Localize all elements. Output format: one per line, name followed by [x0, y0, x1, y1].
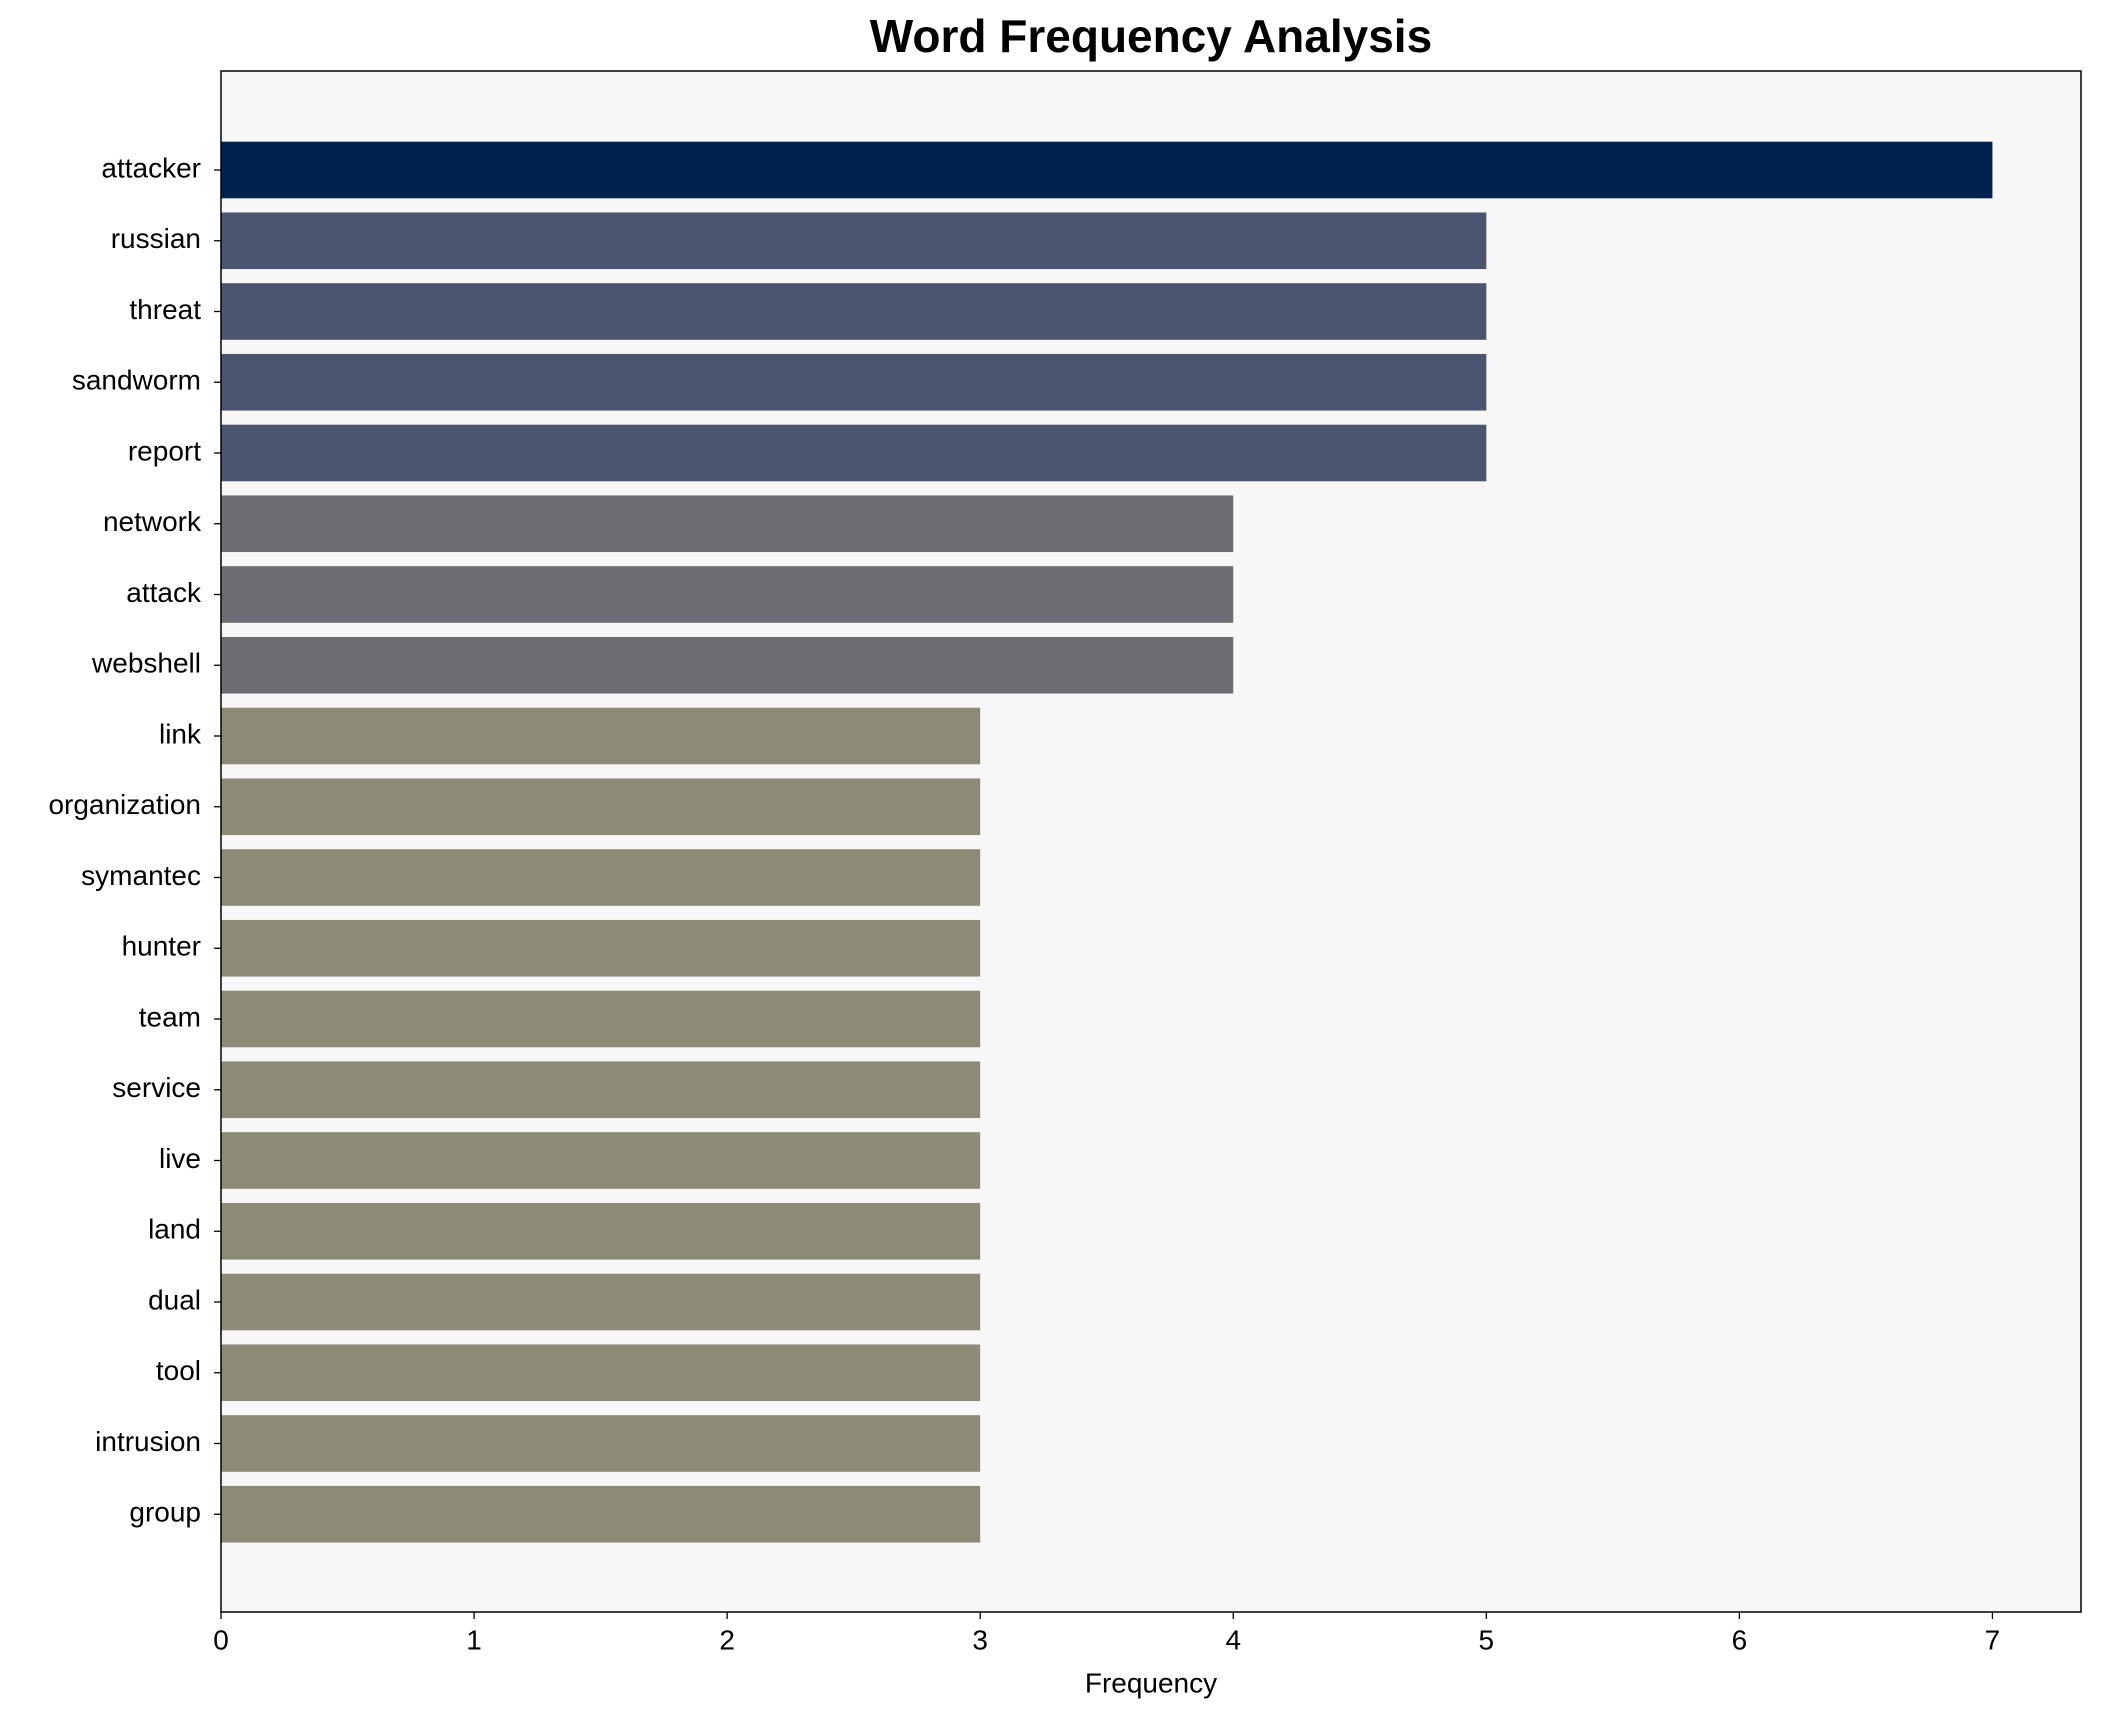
- y-tick-label: dual: [148, 1284, 201, 1315]
- y-tick-label: live: [159, 1143, 201, 1174]
- bar: [221, 1202, 981, 1260]
- y-tick-label: russian: [111, 223, 201, 254]
- y-tick-label: service: [112, 1072, 201, 1103]
- y-tick-label: hunter: [122, 931, 201, 962]
- y-tick-label: group: [129, 1497, 201, 1528]
- bar: [221, 707, 981, 765]
- bar: [221, 1344, 981, 1402]
- y-tick-label: sandworm: [72, 365, 201, 396]
- x-axis-label: Frequency: [1085, 1667, 1217, 1698]
- y-tick-label: symantec: [81, 860, 201, 891]
- y-tick-label: intrusion: [95, 1426, 201, 1457]
- y-tick-label: attacker: [101, 152, 201, 183]
- bar: [221, 141, 1993, 199]
- bar: [221, 424, 1487, 482]
- y-tick-label: organization: [48, 789, 201, 820]
- y-tick-label: attack: [126, 577, 202, 608]
- x-tick-label: 5: [1479, 1624, 1495, 1655]
- bar: [221, 353, 1487, 411]
- y-tick-label: link: [159, 718, 202, 749]
- x-tick-label: 4: [1225, 1624, 1241, 1655]
- x-tick-label: 6: [1732, 1624, 1748, 1655]
- x-tick-label: 7: [1985, 1624, 2001, 1655]
- x-tick-label: 2: [719, 1624, 735, 1655]
- bar: [221, 566, 1234, 623]
- bar: [221, 1485, 981, 1543]
- bar: [221, 1415, 981, 1472]
- plot-frame: [220, 70, 2082, 1613]
- bar: [221, 1132, 981, 1189]
- x-tick-label: 0: [213, 1624, 229, 1655]
- y-tick-label: threat: [129, 294, 201, 325]
- bar: [221, 1273, 981, 1331]
- bar: [221, 919, 981, 977]
- y-tick-label: tool: [156, 1355, 201, 1386]
- chart-title: Word Frequency Analysis: [870, 10, 1432, 62]
- bar: [221, 283, 1487, 340]
- y-tick-label: land: [148, 1214, 201, 1245]
- bar: [221, 636, 1234, 694]
- y-tick-label: team: [139, 1001, 201, 1032]
- y-tick-label: webshell: [91, 648, 201, 679]
- x-tick-label: 3: [972, 1624, 988, 1655]
- y-tick-label: report: [128, 435, 201, 466]
- bar: [221, 212, 1487, 270]
- bar: [221, 1061, 981, 1119]
- bar: [221, 990, 981, 1048]
- bar: [221, 495, 1234, 553]
- bar: [221, 849, 981, 906]
- y-tick-label: network: [103, 506, 202, 537]
- x-tick-label: 1: [466, 1624, 482, 1655]
- bar: [221, 778, 981, 836]
